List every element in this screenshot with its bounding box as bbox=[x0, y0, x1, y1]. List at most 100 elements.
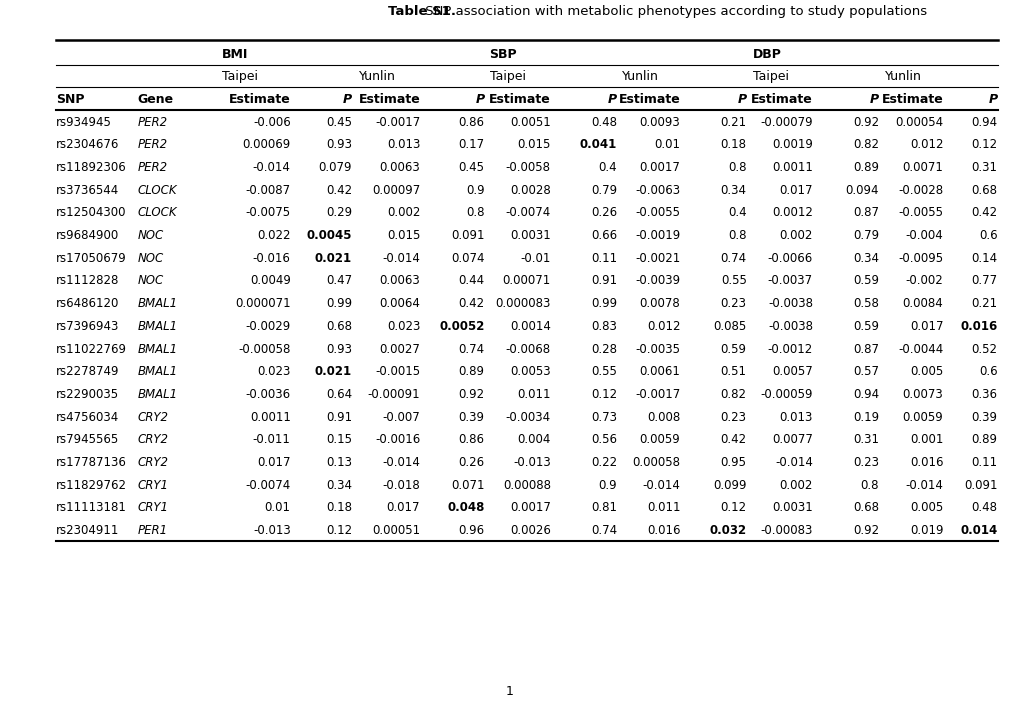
Text: 0.39: 0.39 bbox=[459, 410, 484, 423]
Text: -0.014: -0.014 bbox=[905, 479, 943, 492]
Text: rs17050679: rs17050679 bbox=[56, 252, 126, 265]
Text: -0.0017: -0.0017 bbox=[635, 388, 680, 401]
Text: 0.64: 0.64 bbox=[325, 388, 352, 401]
Text: Gene: Gene bbox=[138, 93, 173, 106]
Text: -0.0012: -0.0012 bbox=[767, 343, 812, 356]
Text: Estimate: Estimate bbox=[750, 93, 812, 106]
Text: 0.42: 0.42 bbox=[970, 207, 997, 220]
Text: 0.82: 0.82 bbox=[720, 388, 746, 401]
Text: 0.15: 0.15 bbox=[326, 433, 352, 446]
Text: 0.017: 0.017 bbox=[909, 320, 943, 333]
Text: 0.47: 0.47 bbox=[325, 274, 352, 287]
Text: 0.8: 0.8 bbox=[466, 207, 484, 220]
Text: Estimate: Estimate bbox=[228, 93, 290, 106]
Text: 0.0026: 0.0026 bbox=[510, 524, 550, 537]
Text: 0.86: 0.86 bbox=[459, 433, 484, 446]
Text: rs3736544: rs3736544 bbox=[56, 184, 119, 197]
Text: 0.18: 0.18 bbox=[720, 138, 746, 151]
Text: 0.95: 0.95 bbox=[720, 456, 746, 469]
Text: PER2: PER2 bbox=[138, 161, 168, 174]
Text: -0.0015: -0.0015 bbox=[375, 365, 420, 378]
Text: 0.93: 0.93 bbox=[326, 138, 352, 151]
Text: 0.017: 0.017 bbox=[779, 184, 812, 197]
Text: 0.017: 0.017 bbox=[386, 501, 420, 514]
Text: 0.00051: 0.00051 bbox=[372, 524, 420, 537]
Text: rs2290035: rs2290035 bbox=[56, 388, 119, 401]
Text: 0.021: 0.021 bbox=[315, 252, 352, 265]
Text: -0.014: -0.014 bbox=[253, 161, 290, 174]
Text: BMAL1: BMAL1 bbox=[138, 388, 177, 401]
Text: 0.015: 0.015 bbox=[386, 229, 420, 242]
Text: 0.23: 0.23 bbox=[720, 297, 746, 310]
Text: 0.23: 0.23 bbox=[853, 456, 878, 469]
Text: 0.005: 0.005 bbox=[909, 365, 943, 378]
Text: -0.016: -0.016 bbox=[253, 252, 290, 265]
Text: SNP: SNP bbox=[56, 93, 85, 106]
Text: 0.74: 0.74 bbox=[458, 343, 484, 356]
Text: Estimate: Estimate bbox=[358, 93, 420, 106]
Text: rs11022769: rs11022769 bbox=[56, 343, 127, 356]
Text: SNP association with metabolic phenotypes according to study populations: SNP association with metabolic phenotype… bbox=[421, 4, 926, 18]
Text: 0.023: 0.023 bbox=[386, 320, 420, 333]
Text: 0.83: 0.83 bbox=[591, 320, 616, 333]
Text: 0.0051: 0.0051 bbox=[510, 116, 550, 129]
Text: 0.041: 0.041 bbox=[579, 138, 616, 151]
Text: 0.77: 0.77 bbox=[970, 274, 997, 287]
Text: 0.87: 0.87 bbox=[853, 207, 878, 220]
Text: 0.91: 0.91 bbox=[590, 274, 616, 287]
Text: rs11829762: rs11829762 bbox=[56, 479, 127, 492]
Text: 0.012: 0.012 bbox=[909, 138, 943, 151]
Text: 0.002: 0.002 bbox=[386, 207, 420, 220]
Text: Estimate: Estimate bbox=[618, 93, 680, 106]
Text: 0.032: 0.032 bbox=[709, 524, 746, 537]
Text: BMAL1: BMAL1 bbox=[138, 297, 177, 310]
Text: 0.0078: 0.0078 bbox=[639, 297, 680, 310]
Text: 0.21: 0.21 bbox=[719, 116, 746, 129]
Text: DBP: DBP bbox=[752, 48, 781, 60]
Text: 0.89: 0.89 bbox=[853, 161, 878, 174]
Text: BMAL1: BMAL1 bbox=[138, 365, 177, 378]
Text: 0.31: 0.31 bbox=[971, 161, 997, 174]
Text: 0.091: 0.091 bbox=[450, 229, 484, 242]
Text: 0.42: 0.42 bbox=[719, 433, 746, 446]
Text: -0.0021: -0.0021 bbox=[635, 252, 680, 265]
Text: 0.96: 0.96 bbox=[458, 524, 484, 537]
Text: -0.0075: -0.0075 bbox=[246, 207, 290, 220]
Text: 0.86: 0.86 bbox=[459, 116, 484, 129]
Text: 0.071: 0.071 bbox=[450, 479, 484, 492]
Text: CRY2: CRY2 bbox=[138, 433, 168, 446]
Text: -0.002: -0.002 bbox=[905, 274, 943, 287]
Text: 0.01: 0.01 bbox=[654, 138, 680, 151]
Text: 0.0057: 0.0057 bbox=[771, 365, 812, 378]
Text: 0.55: 0.55 bbox=[720, 274, 746, 287]
Text: SBP: SBP bbox=[489, 48, 517, 60]
Text: 0.99: 0.99 bbox=[590, 297, 616, 310]
Text: 0.12: 0.12 bbox=[590, 388, 616, 401]
Text: 0.8: 0.8 bbox=[728, 161, 746, 174]
Text: 0.34: 0.34 bbox=[326, 479, 352, 492]
Text: CRY2: CRY2 bbox=[138, 456, 168, 469]
Text: Estimate: Estimate bbox=[488, 93, 550, 106]
Text: 0.6: 0.6 bbox=[978, 365, 997, 378]
Text: -0.0055: -0.0055 bbox=[635, 207, 680, 220]
Text: 0.016: 0.016 bbox=[646, 524, 680, 537]
Text: 0.0059: 0.0059 bbox=[902, 410, 943, 423]
Text: 0.51: 0.51 bbox=[720, 365, 746, 378]
Text: Yunlin: Yunlin bbox=[622, 71, 658, 84]
Text: 0.0019: 0.0019 bbox=[771, 138, 812, 151]
Text: 0.99: 0.99 bbox=[325, 297, 352, 310]
Text: 0.0063: 0.0063 bbox=[379, 274, 420, 287]
Text: 0.01: 0.01 bbox=[265, 501, 290, 514]
Text: -0.013: -0.013 bbox=[253, 524, 290, 537]
Text: 0.000083: 0.000083 bbox=[495, 297, 550, 310]
Text: 0.93: 0.93 bbox=[326, 343, 352, 356]
Text: 0.11: 0.11 bbox=[590, 252, 616, 265]
Text: 0.12: 0.12 bbox=[325, 524, 352, 537]
Text: rs2304911: rs2304911 bbox=[56, 524, 119, 537]
Text: 0.8: 0.8 bbox=[860, 479, 878, 492]
Text: 0.66: 0.66 bbox=[590, 229, 616, 242]
Text: -0.0037: -0.0037 bbox=[767, 274, 812, 287]
Text: 0.73: 0.73 bbox=[591, 410, 616, 423]
Text: -0.00058: -0.00058 bbox=[238, 343, 290, 356]
Text: -0.018: -0.018 bbox=[382, 479, 420, 492]
